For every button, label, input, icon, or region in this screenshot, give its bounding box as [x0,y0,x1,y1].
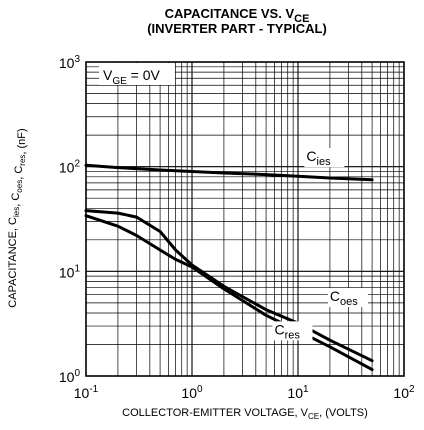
series-line-ies [84,163,374,182]
annotation-text: VGE = 0V [103,67,161,87]
y-axis-label: CAPACITANCE, Cies, Coes, Cres, (nF) [7,128,28,307]
y-tick-label: 101 [59,263,81,280]
x-tick-label: 101 [287,384,309,401]
series-label-ies: Cies [306,148,331,168]
y-tick-label: 100 [59,368,81,385]
x-axis-label: COLLECTOR-EMITTER VOLTAGE, VCE, (VOLTS) [122,407,368,421]
series-label-background [327,288,368,308]
chart-title-line2: (INVERTER PART - TYPICAL) [147,21,327,36]
chart-title-line1: CAPACITANCE VS. VCE [165,6,310,25]
series-label-oes: Coes [330,288,358,308]
x-tick-label: 100 [181,384,203,401]
x-tick-label: 102 [393,384,415,401]
plot-frame [85,61,405,377]
series-group [84,163,374,372]
series-label-background [272,321,313,341]
annotation-background [99,63,175,85]
vge-annotation: VGE = 0V [99,63,175,87]
series-label-res: Cres [274,321,300,341]
y-tick-label: 102 [59,159,81,176]
y-tick-label: 103 [59,54,81,71]
grid [85,61,405,377]
series-labels: Cies Coes Cres [272,148,368,341]
x-tick-label: 10-1 [74,384,99,401]
series-label-background [304,148,345,168]
